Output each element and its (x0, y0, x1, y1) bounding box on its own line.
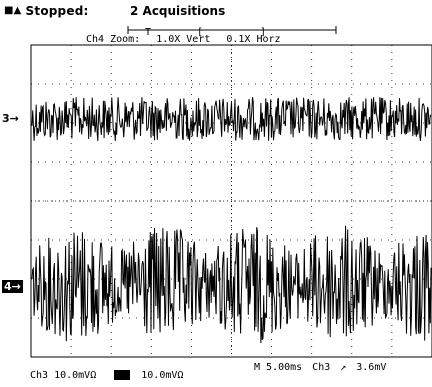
timebase-value: M 5.00ms (254, 362, 303, 373)
zoom-readout: Ch4 Zoom: 1.0X Vert 0.1X Horz (86, 34, 281, 45)
zoom-vert: 1.0X Vert (156, 34, 211, 45)
svg-text:]: ] (260, 27, 266, 38)
ch4-scale: 10.0mVΩ (141, 370, 184, 381)
ch3-scale: Ch3 10.0mVΩ (30, 370, 97, 381)
ch3-ground-marker: 3→ (2, 112, 19, 125)
trigger-level: 3.6mV (356, 362, 387, 373)
zoom-horz: 0.1X Horz (226, 34, 281, 45)
svg-text:T: T (145, 27, 151, 38)
zoom-label: Ch4 Zoom: (86, 34, 141, 45)
run-state-icon: ■▲ (4, 5, 22, 16)
run-state-label: Stopped: (25, 4, 89, 18)
ch4-waveform (31, 225, 432, 344)
svg-text:[: [ (197, 27, 203, 38)
channel-scale-readout: Ch3 10.0mVΩ 10.0mVΩ (30, 370, 183, 381)
ch4-scale-group: 10.0mVΩ (114, 370, 183, 381)
ch3-waveform (31, 97, 432, 141)
trigger-slope-icon: ↗ (340, 362, 347, 373)
timebase-readout: M 5.00ms Ch3 ↗ 3.6mV (254, 362, 386, 373)
acquisition-count: 2 Acquisitions (130, 4, 226, 18)
trigger-source: Ch3 (312, 362, 331, 373)
ch4-indicator-icon (114, 370, 131, 380)
acquisition-status: ■▲ Stopped: (4, 4, 88, 18)
trigger-position-bracket: T [ ] (127, 26, 337, 38)
ch4-ground-marker: 4→ (2, 280, 23, 293)
